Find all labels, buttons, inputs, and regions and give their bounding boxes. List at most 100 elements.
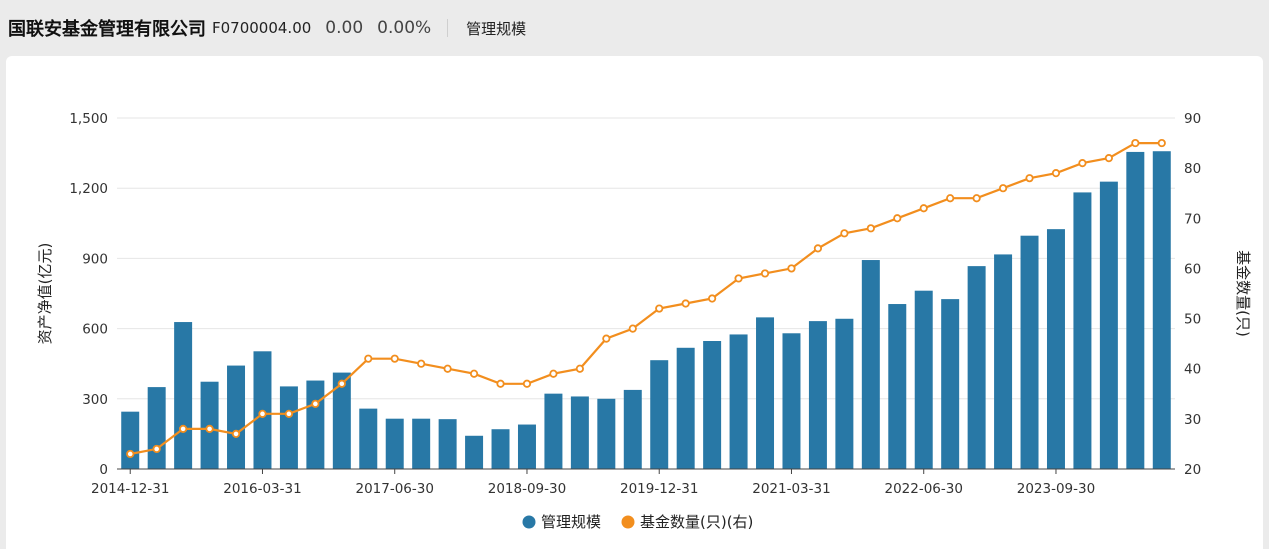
bar[interactable] <box>544 393 563 469</box>
line-point[interactable] <box>866 224 875 233</box>
y-tick-label-left: 600 <box>82 322 108 338</box>
bar[interactable] <box>756 317 775 469</box>
bar[interactable] <box>332 372 351 469</box>
bar[interactable] <box>1152 151 1171 469</box>
line-point[interactable] <box>152 444 161 454</box>
line-point[interactable] <box>760 269 770 278</box>
bar[interactable] <box>703 341 722 469</box>
bar[interactable] <box>676 347 695 469</box>
y-axis-title-left: 资产净值(亿元) <box>36 243 54 345</box>
y-tick-label-right: 50 <box>1184 312 1201 328</box>
bar[interactable] <box>650 360 669 469</box>
line-point[interactable] <box>813 244 823 253</box>
line-point[interactable] <box>1131 138 1140 148</box>
x-tick-label: 2022-06-30 <box>884 481 962 497</box>
header-bar: 国联安基金管理有限公司 F0700004.00 0.00 0.00% 管理规模 <box>0 0 1269 56</box>
line-point[interactable] <box>443 364 452 373</box>
line-point[interactable] <box>575 364 584 373</box>
line-point[interactable] <box>549 369 558 378</box>
line-point[interactable] <box>231 429 241 438</box>
line-point[interactable] <box>946 194 955 203</box>
bar[interactable] <box>1046 229 1065 469</box>
bar[interactable] <box>1099 181 1118 469</box>
line-point[interactable] <box>998 184 1008 193</box>
y-tick-label-right: 40 <box>1184 362 1201 378</box>
line-point[interactable] <box>1078 159 1087 168</box>
bar[interactable] <box>623 389 642 469</box>
bar[interactable] <box>835 318 854 469</box>
bar[interactable] <box>121 411 140 469</box>
line-point[interactable] <box>179 424 188 433</box>
bar[interactable] <box>147 387 166 469</box>
line-point[interactable] <box>390 354 399 363</box>
bar[interactable] <box>941 299 960 469</box>
line-point[interactable] <box>311 399 320 408</box>
line-point[interactable] <box>469 369 479 378</box>
line-point[interactable] <box>1025 174 1034 183</box>
line-point[interactable] <box>708 294 717 303</box>
bar[interactable] <box>227 365 246 469</box>
y-tick-label-left: 0 <box>99 462 108 478</box>
line-point[interactable] <box>337 379 346 388</box>
bar[interactable] <box>729 334 748 469</box>
y-tick-label-right: 90 <box>1184 111 1201 127</box>
line-point[interactable] <box>417 359 426 368</box>
line-point[interactable] <box>972 194 981 203</box>
y-tick-label-right: 30 <box>1184 412 1201 428</box>
line-point[interactable] <box>602 334 611 343</box>
bar[interactable] <box>1073 192 1092 470</box>
line-point[interactable] <box>205 424 214 433</box>
y-tick-label-right: 80 <box>1184 161 1201 177</box>
bar[interactable] <box>438 419 457 469</box>
y-tick-label-left: 1,500 <box>69 111 108 127</box>
bar[interactable] <box>808 321 827 469</box>
bar[interactable] <box>465 435 484 469</box>
bar[interactable] <box>385 418 404 469</box>
line-point[interactable] <box>1157 138 1166 148</box>
bar[interactable] <box>491 429 510 469</box>
bar[interactable] <box>861 260 880 469</box>
bar[interactable] <box>914 290 933 469</box>
legend-item-fund-count[interactable]: 基金数量(只)(右) <box>640 513 753 531</box>
line-point[interactable] <box>787 264 796 273</box>
bar[interactable] <box>306 380 325 469</box>
bar[interactable] <box>782 333 801 469</box>
bar[interactable] <box>967 266 986 469</box>
bar[interactable] <box>359 408 378 469</box>
line-point[interactable] <box>1051 169 1061 178</box>
line-point[interactable] <box>522 379 532 388</box>
x-tick-label: 2016-03-31 <box>223 481 301 497</box>
bar[interactable] <box>412 418 431 469</box>
line-point[interactable] <box>655 304 664 313</box>
bar[interactable] <box>888 304 907 469</box>
y-tick-label-right: 60 <box>1184 261 1201 277</box>
bar[interactable] <box>517 424 536 469</box>
tab-management-scale[interactable]: 管理规模 <box>466 19 527 38</box>
bar[interactable] <box>994 254 1013 469</box>
line-point[interactable] <box>1104 154 1113 163</box>
y-tick-label-left: 900 <box>82 251 108 267</box>
line-point[interactable] <box>919 204 928 213</box>
line-point[interactable] <box>496 379 505 388</box>
legend-item-management-scale[interactable]: 管理规模 <box>541 513 601 531</box>
bar[interactable] <box>597 398 616 469</box>
x-tick-label: 2017-06-30 <box>355 481 433 497</box>
line-point[interactable] <box>364 354 373 363</box>
line-point[interactable] <box>258 409 267 418</box>
bar[interactable] <box>279 386 298 469</box>
bar[interactable] <box>570 396 589 469</box>
line-point[interactable] <box>628 324 637 333</box>
bar[interactable] <box>1126 151 1145 469</box>
y-axis-title-right: 基金数量(只) <box>1234 250 1252 337</box>
bar[interactable] <box>1020 235 1039 469</box>
line-point[interactable] <box>681 299 690 308</box>
line-point[interactable] <box>126 449 135 459</box>
line-point[interactable] <box>893 214 902 223</box>
line-point[interactable] <box>734 274 743 283</box>
line-point[interactable] <box>284 409 294 418</box>
bar[interactable] <box>174 322 193 469</box>
line-point[interactable] <box>840 229 849 238</box>
fund-name: 国联安基金管理有限公司 <box>8 19 206 40</box>
combo-chart: 0 300 600 900 1,200 1,500 20 30 40 50 60 70 80 90 2014… <box>36 111 1252 531</box>
fund-change-pct: 0.00% <box>377 18 432 38</box>
